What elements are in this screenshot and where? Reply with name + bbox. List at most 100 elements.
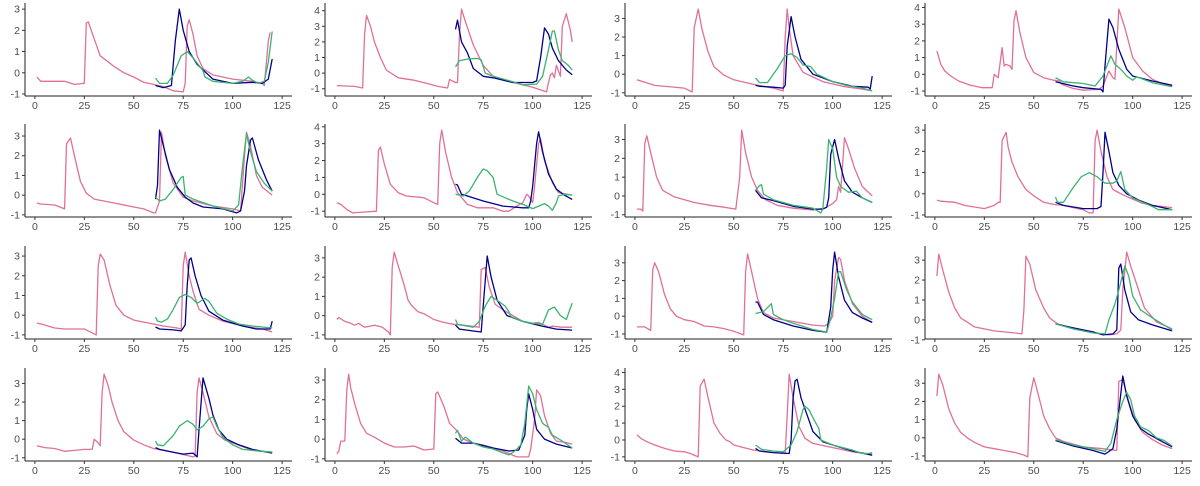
series-line-2: [455, 255, 573, 333]
x-tick-label: 75: [1077, 465, 1089, 477]
panel-11: -1 0 1 2 3 0 25 50 75 100 125: [600, 243, 900, 364]
y-tick-label: 1: [614, 172, 620, 184]
line-chart: -1 0 1 2 3 0 25 50 75 100 125: [911, 368, 1192, 477]
series-line-1: [336, 8, 573, 93]
series-line-2: [755, 15, 873, 90]
series-line-2: [754, 138, 873, 210]
x-tick-label: 50: [128, 465, 140, 477]
panel-12: -1 0 1 2 3 0 25 50 75 100 125: [900, 243, 1200, 364]
y-tick-label: 1: [14, 170, 20, 182]
x-tick-label: 0: [632, 343, 638, 355]
x-tick-label: 25: [78, 343, 90, 355]
series-line-1: [636, 253, 873, 336]
y-tick-label: -1: [911, 450, 920, 462]
panel-15: -1 0 1 2 3 4 0 25 50 75 100 125: [600, 365, 900, 486]
y-tick-label: -1: [11, 452, 20, 464]
y-tick-label: 0: [614, 190, 620, 202]
panel-16: -1 0 1 2 3 0 25 50 75 100 125: [900, 365, 1200, 486]
x-tick-label: 125: [573, 221, 591, 233]
y-tick-label: -1: [911, 86, 920, 98]
series-line-1: [36, 373, 273, 458]
x-tick-label: 25: [978, 343, 990, 355]
x-tick-label: 100: [1124, 100, 1142, 112]
x-tick-label: 125: [573, 465, 591, 477]
x-tick-label: 25: [678, 343, 690, 355]
x-tick-label: 25: [378, 465, 390, 477]
x-tick-label: 75: [777, 221, 789, 233]
line-chart: -1 0 1 2 3 0 25 50 75 100 125: [11, 124, 292, 233]
series-line-2: [1055, 131, 1173, 211]
y-tick-label: 3: [914, 255, 920, 267]
x-tick-label: 75: [777, 465, 789, 477]
series-line-1: [336, 373, 573, 458]
y-tick-label: 0: [914, 314, 920, 326]
x-tick-label: 50: [1028, 221, 1040, 233]
x-tick-label: 75: [477, 100, 489, 112]
x-tick-label: 125: [1173, 343, 1191, 355]
x-tick-label: 0: [32, 100, 38, 112]
y-tick-label: 0: [614, 311, 620, 323]
y-tick-label: -1: [311, 83, 320, 95]
x-tick-label: 25: [678, 100, 690, 112]
x-tick-label: 75: [1077, 100, 1089, 112]
line-chart: -1 0 1 2 3 0 25 50 75 100 125: [611, 124, 892, 233]
series-line-1: [936, 129, 1173, 214]
x-tick-label: 125: [573, 100, 591, 112]
x-tick-label: 50: [128, 100, 140, 112]
x-tick-label: 25: [78, 100, 90, 112]
series-line-3: [454, 295, 573, 328]
x-tick-label: 100: [224, 221, 242, 233]
line-chart: -1 0 1 2 3 0 25 50 75 100 125: [11, 246, 292, 355]
x-tick-label: 50: [1028, 100, 1040, 112]
x-tick-label: 0: [632, 100, 638, 112]
panel-6: -1 0 1 2 3 4 0 25 50 75 100 125: [300, 121, 600, 242]
y-tick-label: 2: [914, 275, 920, 287]
y-tick-label: 1: [614, 418, 620, 430]
x-tick-label: 100: [1124, 221, 1142, 233]
x-tick-label: 0: [32, 465, 38, 477]
y-tick-label: 0: [614, 69, 620, 81]
series-line-3: [454, 385, 573, 456]
x-tick-label: 125: [273, 343, 291, 355]
y-tick-label: 0: [914, 432, 920, 444]
y-tick-label: 0: [914, 69, 920, 81]
line-chart: -1 0 1 2 3 0 25 50 75 100 125: [611, 246, 892, 355]
x-tick-label: 50: [1028, 465, 1040, 477]
series-line-3: [155, 133, 273, 212]
series-line-3: [154, 31, 273, 85]
panel-14: -1 0 1 2 3 0 25 50 75 100 125: [300, 365, 600, 486]
x-tick-label: 125: [1173, 465, 1191, 477]
y-tick-label: 0: [14, 190, 20, 202]
y-tick-label: 0: [314, 68, 320, 80]
y-tick-label: 1: [314, 291, 320, 303]
y-tick-label: 1: [914, 167, 920, 179]
line-chart: -1 0 1 2 3 4 0 25 50 75 100 125: [311, 3, 592, 112]
x-tick-label: 50: [728, 465, 740, 477]
x-tick-label: 0: [332, 221, 338, 233]
x-tick-label: 125: [873, 100, 891, 112]
x-tick-label: 75: [177, 465, 189, 477]
panel-3: -1 0 1 2 3 0 25 50 75 100 125: [600, 0, 900, 121]
x-tick-label: 100: [1124, 343, 1142, 355]
y-tick-label: 2: [314, 36, 320, 48]
y-tick-label: 2: [14, 270, 20, 282]
series-line-1: [336, 251, 573, 336]
y-tick-label: 3: [614, 384, 620, 396]
series-line-3: [1055, 391, 1173, 453]
y-tick-label: 3: [314, 138, 320, 150]
x-tick-label: 100: [524, 343, 542, 355]
x-tick-label: 0: [932, 343, 938, 355]
line-chart: -1 0 1 2 3 0 25 50 75 100 125: [11, 3, 292, 112]
y-tick-label: -1: [11, 88, 20, 100]
x-tick-label: 25: [78, 221, 90, 233]
y-tick-label: 3: [314, 21, 320, 33]
series-line-3: [1055, 265, 1173, 335]
y-tick-label: 2: [14, 25, 20, 37]
y-tick-label: 0: [314, 434, 320, 446]
y-tick-label: 4: [314, 5, 320, 17]
y-tick-label: 0: [14, 67, 20, 79]
y-tick-label: 2: [314, 155, 320, 167]
y-tick-label: 1: [914, 52, 920, 64]
panel-10: -1 0 1 2 3 0 25 50 75 100 125: [300, 243, 600, 364]
series-line-1: [636, 8, 873, 93]
